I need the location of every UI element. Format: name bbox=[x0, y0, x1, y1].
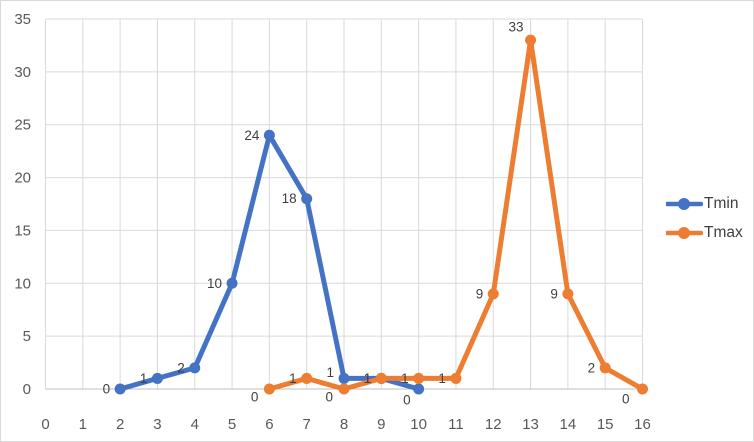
svg-text:13: 13 bbox=[522, 416, 539, 433]
legend-label-tmax: Tmax bbox=[704, 224, 743, 241]
data-point-tmin-3 bbox=[151, 372, 163, 384]
svg-text:10: 10 bbox=[14, 275, 31, 292]
svg-text:10: 10 bbox=[410, 416, 427, 433]
y-axis-tick-labels: 0 5 10 15 20 25 30 35 bbox=[14, 11, 31, 398]
legend-label-tmin: Tmin bbox=[704, 195, 739, 212]
svg-text:25: 25 bbox=[14, 117, 31, 134]
svg-text:11: 11 bbox=[448, 416, 464, 433]
svg-text:33: 33 bbox=[509, 20, 524, 35]
x-axis-tick-labels: 0 1 2 3 4 5 6 7 8 9 10 11 12 13 14 15 16 bbox=[41, 416, 651, 433]
svg-text:0: 0 bbox=[622, 392, 630, 407]
data-point-tmax-7 bbox=[301, 372, 313, 384]
data-point-tmin-7 bbox=[301, 193, 313, 205]
svg-text:1: 1 bbox=[438, 371, 446, 386]
data-point-tmin-6 bbox=[263, 129, 275, 141]
data-point-tmax-9 bbox=[375, 372, 387, 384]
data-point-tmax-6 bbox=[263, 383, 275, 395]
data-point-tmin-8 bbox=[338, 372, 350, 384]
svg-text:18: 18 bbox=[282, 191, 297, 206]
svg-text:6: 6 bbox=[265, 416, 273, 433]
svg-text:1: 1 bbox=[326, 365, 334, 380]
svg-text:5: 5 bbox=[228, 416, 236, 433]
svg-text:12: 12 bbox=[485, 416, 502, 433]
svg-text:14: 14 bbox=[560, 416, 577, 433]
svg-text:0: 0 bbox=[23, 381, 31, 398]
svg-text:4: 4 bbox=[191, 416, 199, 433]
data-point-tmin-2 bbox=[114, 383, 126, 395]
svg-text:15: 15 bbox=[597, 416, 614, 433]
svg-text:0: 0 bbox=[41, 416, 49, 433]
legend-item-tmax: Tmax bbox=[666, 224, 743, 242]
svg-text:2: 2 bbox=[177, 360, 185, 375]
svg-text:2: 2 bbox=[588, 360, 596, 375]
data-point-tmin-4 bbox=[189, 362, 201, 374]
svg-text:9: 9 bbox=[377, 416, 385, 433]
svg-text:20: 20 bbox=[14, 170, 31, 187]
data-point-tmin-10 bbox=[413, 383, 425, 395]
svg-text:9: 9 bbox=[550, 286, 558, 301]
series-tmax bbox=[263, 34, 648, 395]
svg-text:15: 15 bbox=[14, 222, 31, 239]
svg-text:9: 9 bbox=[476, 286, 484, 301]
svg-text:3: 3 bbox=[153, 416, 161, 433]
data-point-tmax-10 bbox=[413, 372, 425, 384]
svg-text:1: 1 bbox=[364, 371, 372, 386]
data-point-tmax-13 bbox=[525, 34, 537, 46]
svg-text:2: 2 bbox=[116, 416, 124, 433]
svg-text:35: 35 bbox=[14, 11, 31, 28]
tmin-line-marker-icon bbox=[666, 198, 703, 210]
data-point-tmin-5 bbox=[226, 277, 238, 289]
svg-text:0: 0 bbox=[403, 393, 411, 408]
svg-text:0: 0 bbox=[325, 390, 333, 405]
svg-text:1: 1 bbox=[364, 371, 372, 386]
svg-text:30: 30 bbox=[14, 64, 31, 81]
data-point-tmax-11 bbox=[450, 372, 462, 384]
data-point-tmax-16 bbox=[637, 383, 648, 395]
data-point-tmax-14 bbox=[562, 288, 574, 300]
svg-text:5: 5 bbox=[23, 328, 31, 345]
svg-text:1: 1 bbox=[79, 416, 87, 433]
data-point-tmax-8 bbox=[338, 383, 350, 395]
tmax-line-marker-icon bbox=[666, 227, 703, 239]
svg-text:16: 16 bbox=[634, 416, 651, 433]
svg-text:24: 24 bbox=[244, 128, 260, 143]
svg-text:8: 8 bbox=[340, 416, 348, 433]
legend-item-tmin: Tmin bbox=[666, 195, 743, 213]
svg-text:0: 0 bbox=[251, 390, 259, 405]
legend: Tmin Tmax bbox=[666, 195, 743, 242]
svg-text:7: 7 bbox=[303, 416, 311, 433]
data-point-tmax-12 bbox=[487, 288, 499, 300]
svg-text:1: 1 bbox=[140, 371, 148, 386]
data-point-tmax-15 bbox=[599, 362, 611, 374]
svg-text:0: 0 bbox=[103, 382, 111, 397]
gridlines bbox=[45, 18, 643, 390]
svg-text:1: 1 bbox=[289, 371, 297, 386]
svg-text:10: 10 bbox=[207, 276, 222, 291]
svg-text:1: 1 bbox=[401, 371, 409, 386]
data-labels-tmax: 0 1 0 1 1 1 9 33 9 2 0 bbox=[251, 20, 630, 407]
